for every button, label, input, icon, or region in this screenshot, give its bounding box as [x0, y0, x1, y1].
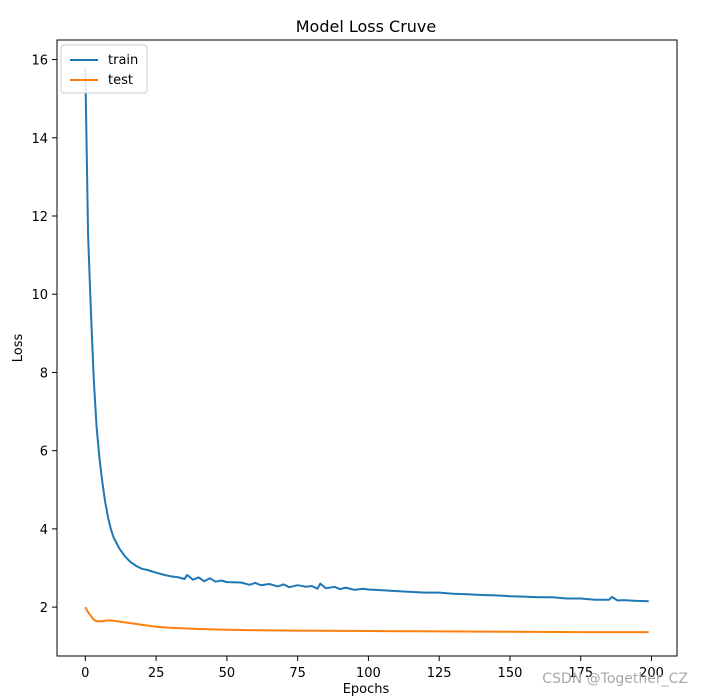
series-line-test [84, 606, 649, 634]
x-axis-ticks: 0 25 50 75 100 125 150 175 200 [81, 656, 664, 681]
y-tick-label: 16 [31, 54, 48, 69]
y-tick-label: 14 [31, 132, 48, 147]
y-tick-label: 2 [40, 601, 48, 616]
x-tick-label: 50 [219, 666, 236, 681]
legend-label-test: test [108, 73, 133, 88]
x-tick-label: 100 [356, 666, 381, 681]
x-tick-label: 200 [639, 666, 664, 681]
y-axis-label: Loss [11, 334, 26, 363]
plot-area [56, 39, 678, 657]
chart-title: Model Loss Cruve [296, 17, 437, 36]
watermark: CSDN @Together_CZ [542, 671, 688, 687]
x-tick-label: 125 [427, 666, 452, 681]
series-line-train [84, 67, 649, 603]
legend: train test [60, 44, 148, 94]
y-axis-ticks: 2 4 6 8 10 12 14 16 [31, 54, 57, 616]
x-tick-label: 25 [148, 666, 165, 681]
x-tick-label: 0 [81, 666, 89, 681]
x-tick-label: 150 [498, 666, 523, 681]
x-tick-label: 175 [568, 666, 593, 681]
y-tick-label: 12 [31, 210, 48, 225]
x-tick-label: 75 [289, 666, 306, 681]
y-tick-label: 6 [40, 445, 48, 460]
y-tick-label: 10 [31, 288, 48, 303]
legend-label-train: train [108, 53, 138, 68]
series-lines [84, 67, 649, 634]
x-axis-label: Epochs [343, 682, 390, 697]
y-tick-label: 8 [40, 366, 48, 381]
y-tick-label: 4 [40, 523, 48, 538]
